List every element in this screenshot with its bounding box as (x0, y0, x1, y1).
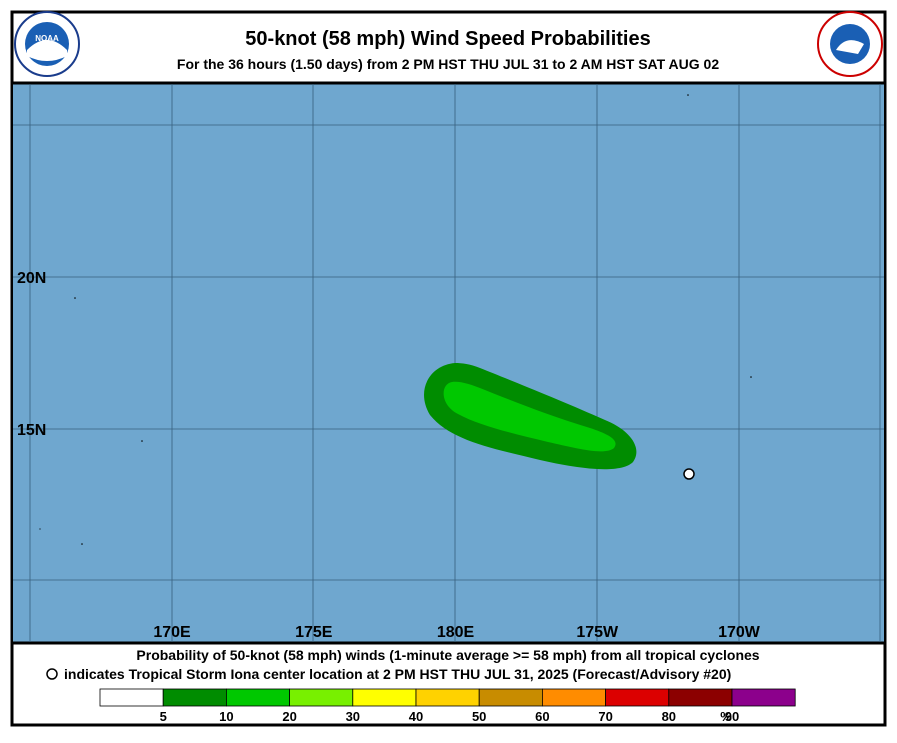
colorbar-label: 5 (160, 709, 167, 724)
map-labels: 170E 175E 180E 175W 170W 20N 15N (17, 270, 761, 641)
colorbar-label: 90 (725, 709, 739, 724)
colorbar-box (731, 688, 796, 707)
colorbar-box (99, 688, 164, 707)
colorbar-label: 80 (662, 709, 676, 724)
colorbar-box (289, 688, 354, 707)
footer-line2: indicates Tropical Storm Iona center loc… (64, 666, 731, 682)
storm-center (683, 468, 695, 480)
islands (39, 94, 752, 545)
colorbar-label: 70 (598, 709, 612, 724)
footer-line1: Probability of 50-knot (58 mph) winds (1… (136, 647, 759, 663)
svg-text:NOAA: NOAA (35, 34, 59, 43)
lat-label: 15N (17, 422, 46, 439)
subtitle: For the 36 hours (1.50 days) from 2 PM H… (177, 56, 719, 72)
colorbar-label: 20 (282, 709, 296, 724)
ocean (13, 84, 884, 642)
colorbar-label: 30 (346, 709, 360, 724)
nws-logo (817, 11, 883, 77)
colorbar-box (542, 688, 607, 707)
legend-storm-symbol (46, 668, 58, 680)
colorbar-box (225, 688, 290, 707)
colorbar: 5 10 20 30 40 50 60 70 80 90% (99, 688, 796, 724)
colorbar-box (162, 688, 227, 707)
colorbar-label: 60 (535, 709, 549, 724)
lat-label: 20N (17, 270, 46, 287)
colorbar-box (668, 688, 733, 707)
colorbar-label: 50 (472, 709, 486, 724)
prob-10-20 (443, 381, 616, 452)
lon-label: 170E (153, 624, 191, 641)
colorbar-box (415, 688, 480, 707)
colorbar-box (605, 688, 670, 707)
colorbar-box (478, 688, 543, 707)
lon-label: 175E (295, 624, 333, 641)
lon-label: 175W (576, 624, 619, 641)
colorbar-label: 40 (409, 709, 423, 724)
graticule (13, 84, 884, 642)
title: 50-knot (58 mph) Wind Speed Probabilitie… (245, 28, 650, 50)
colorbar-box (352, 688, 417, 707)
colorbar-label: 10 (219, 709, 233, 724)
lon-label: 170W (718, 624, 761, 641)
lon-label: 180E (437, 624, 475, 641)
noaa-logo: NOAA (14, 11, 80, 77)
colorbar-label: % (720, 709, 732, 724)
